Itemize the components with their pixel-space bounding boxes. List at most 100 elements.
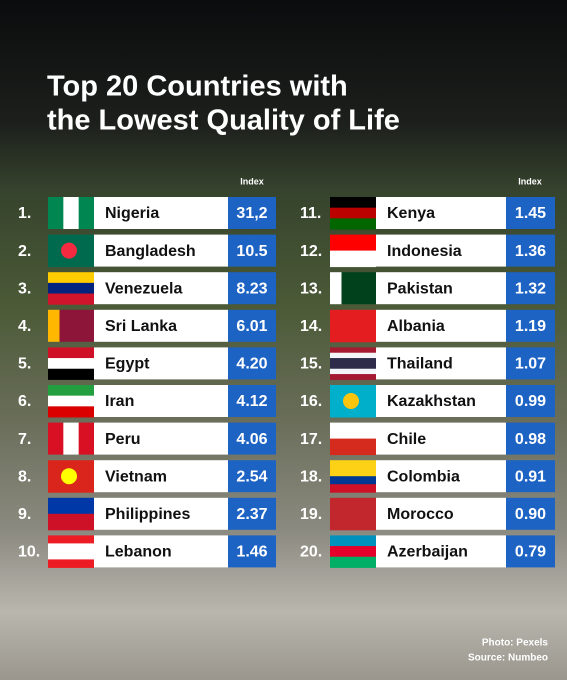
country: Albania xyxy=(387,318,445,335)
flag-stripe xyxy=(63,197,80,229)
index-value: 0.98 xyxy=(515,431,546,448)
value-box xyxy=(506,309,555,342)
name-box xyxy=(376,385,506,417)
flag-stripe xyxy=(330,218,376,230)
name-box xyxy=(94,309,228,342)
index-value: 0.91 xyxy=(515,468,546,485)
credit: Source: Numbeo xyxy=(468,653,548,664)
value-box xyxy=(228,422,276,455)
rank: 17. xyxy=(300,431,322,448)
flag-stripe xyxy=(48,347,94,359)
name-box xyxy=(376,309,506,342)
name-box xyxy=(94,535,228,568)
rank: 8. xyxy=(18,468,31,485)
flag-stripe xyxy=(48,385,94,397)
country: Azerbaijan xyxy=(387,544,468,561)
index-value: 0.79 xyxy=(515,544,546,561)
country: Pakistan xyxy=(387,280,453,297)
flag-stripe xyxy=(48,358,94,370)
index-value: 31,2 xyxy=(236,205,267,222)
flag-stripe xyxy=(48,535,94,544)
flag-stripe xyxy=(330,535,376,547)
flag-stripe xyxy=(48,368,94,380)
index-value: 2.37 xyxy=(236,506,267,523)
country: Lebanon xyxy=(105,544,172,561)
flag-stripe xyxy=(330,234,376,252)
rank: 9. xyxy=(18,506,31,523)
flag-stripe xyxy=(330,546,376,558)
flag-stripe xyxy=(48,272,94,284)
index-value: 1.46 xyxy=(236,544,267,561)
index-value: 0.90 xyxy=(515,506,546,523)
value-box xyxy=(228,234,276,267)
flag-stripe xyxy=(330,484,376,493)
index-value: 8.23 xyxy=(236,280,267,297)
flag-emblem xyxy=(61,242,77,259)
country: Chile xyxy=(387,431,426,448)
rank: 16. xyxy=(300,393,322,410)
flag-stripe xyxy=(364,272,377,305)
index-value: 1.36 xyxy=(515,243,546,260)
value-box xyxy=(228,347,276,380)
name-box xyxy=(376,497,506,530)
flag-stripe xyxy=(48,497,94,515)
index-value: 4.12 xyxy=(236,393,267,410)
value-box xyxy=(506,497,555,530)
flag-stripe xyxy=(330,358,376,364)
rank: 7. xyxy=(18,431,31,448)
flag-stripe xyxy=(330,438,376,456)
value-box xyxy=(228,309,276,342)
value-box xyxy=(506,197,555,229)
rank: 14. xyxy=(300,318,322,335)
flag-stripe xyxy=(82,309,95,342)
flag-stripe xyxy=(48,197,64,229)
flag-stripe xyxy=(330,207,376,219)
flag-stripe xyxy=(330,250,376,268)
index-value: 1.07 xyxy=(515,356,546,373)
rank: 18. xyxy=(300,468,322,485)
index-value: 2.54 xyxy=(236,468,267,485)
index-value: 1.19 xyxy=(515,318,546,335)
value-box xyxy=(228,197,276,229)
index-value: 1.45 xyxy=(515,205,546,222)
flag-stripe xyxy=(59,309,72,342)
value-box xyxy=(506,272,555,305)
flag-stripe xyxy=(330,556,376,568)
index-value: 1.32 xyxy=(515,280,546,297)
flag-stripe xyxy=(330,197,376,209)
value-box xyxy=(228,535,276,568)
name-box xyxy=(376,535,506,568)
name-box xyxy=(376,422,506,455)
country: Peru xyxy=(105,431,141,448)
flag-stripe xyxy=(353,272,365,305)
name-box xyxy=(94,497,228,530)
name-box xyxy=(376,460,506,493)
rank: 19. xyxy=(300,506,322,523)
flag-stripe xyxy=(48,422,64,455)
flag-stripe xyxy=(330,460,376,469)
flag-stripe xyxy=(48,282,94,295)
rank: 6. xyxy=(18,393,31,410)
rank: 10. xyxy=(18,544,40,561)
name-box xyxy=(94,234,228,267)
name-box xyxy=(94,460,228,493)
flag-stripe xyxy=(330,368,376,375)
rank: 1. xyxy=(18,205,31,222)
flag-stripe xyxy=(48,559,94,568)
flag-emblem xyxy=(343,393,359,409)
country: Vietnam xyxy=(105,468,167,485)
rank: 12. xyxy=(300,243,322,260)
value-box xyxy=(228,272,276,305)
rank: 4. xyxy=(18,318,31,335)
name-box xyxy=(376,272,506,305)
country: Philippines xyxy=(105,506,190,523)
country: Colombia xyxy=(387,468,460,485)
flag-stripe xyxy=(48,406,94,418)
index-value: 10.5 xyxy=(236,243,267,260)
country: Kazakhstan xyxy=(387,393,476,410)
rank: 15. xyxy=(300,356,322,373)
rank: 11. xyxy=(300,205,321,222)
value-box xyxy=(506,535,555,568)
flag-stripe xyxy=(63,422,80,455)
